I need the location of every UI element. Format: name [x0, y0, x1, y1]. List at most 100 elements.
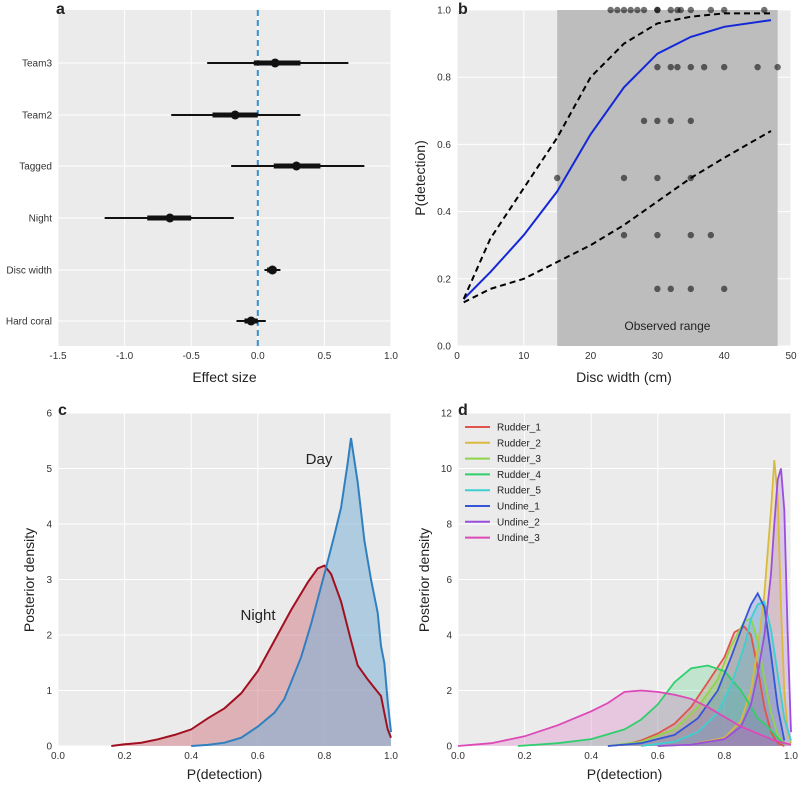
y-axis-label: Posterior density: [21, 528, 37, 632]
observation-point: [687, 6, 694, 14]
density-line: [607, 591, 786, 747]
mean-point: [230, 110, 240, 120]
density-line-day: [191, 437, 392, 747]
x-tick-label: 50: [785, 351, 797, 362]
y-tick-label: 1: [46, 686, 52, 697]
y-axis-label: P(detection): [412, 140, 428, 215]
x-tick-label: 20: [585, 351, 597, 362]
observation-point: [667, 6, 674, 14]
density-line: [657, 460, 792, 747]
density-fill: [607, 593, 785, 746]
panel-label: b: [458, 1, 468, 18]
panel-label: d: [458, 402, 468, 419]
plot-background: [58, 10, 391, 346]
y-tick-label: 0.0: [437, 342, 451, 353]
upper-curve: [462, 12, 771, 300]
observation-point: [687, 231, 694, 239]
observation-point: [640, 6, 648, 14]
observation-point: [687, 117, 694, 125]
x-axis-label: P(detection): [187, 766, 262, 782]
observation-point: [614, 6, 621, 14]
mean-point: [165, 213, 175, 223]
observation-point: [620, 6, 628, 14]
observation-point: [627, 6, 634, 14]
mean-point: [291, 161, 301, 171]
mean-point: [267, 265, 277, 275]
density-line: [607, 625, 785, 747]
observation-point: [640, 117, 648, 125]
observation-point: [754, 63, 761, 71]
density-fill-day: [191, 438, 391, 746]
x-tick-label: 1.0: [384, 351, 398, 362]
row-label: Disc width: [6, 266, 52, 277]
observation-point: [761, 6, 768, 14]
y-tick-label: 4: [46, 520, 52, 531]
mean-point: [246, 316, 256, 326]
panel-a-forest-plot: -1.5 -1.0 -0.5 0.0 0.5 1.0 Team3 Team2 Tagged Nig…: [6, 1, 399, 385]
x-axis-label: Effect size: [192, 369, 257, 385]
observation-point: [607, 6, 614, 14]
x-tick-label: 0.0: [251, 351, 265, 362]
observation-point: [667, 117, 674, 125]
y-axis-label: Posterior density: [416, 528, 432, 632]
panel-label: a: [56, 1, 65, 18]
x-tick-label: 0.4: [184, 751, 198, 762]
panel-d-individual-density: 0.0 0.2 0.4 0.6 0.8 1.0024681012Rudder_1Rudde…: [416, 402, 798, 782]
x-tick-label: 0.0: [451, 751, 465, 762]
panel-b-detection-curve: 0 10 20 30 40 50 0.0 0.2 0.4 0.6 0.8 1.0 Observed ra…: [412, 1, 797, 385]
observation-point: [654, 285, 661, 293]
row-label: Tagged: [19, 162, 52, 173]
density-fill: [607, 618, 785, 746]
density-line-night: [111, 564, 392, 747]
observation-point: [707, 6, 715, 14]
legend: Rudder_1 Rudder_2 Rudder_3 Rudder_4 Rudder_5…: [465, 423, 541, 544]
observation-point: [721, 285, 728, 293]
y-tick-label: 0.8: [437, 73, 451, 84]
observation-point: [687, 63, 694, 71]
mean-point: [270, 58, 280, 68]
x-tick-label: 1.0: [384, 751, 398, 762]
y-tick-label: 2: [46, 631, 52, 642]
legend-label: Rudder_5: [497, 486, 541, 497]
observation-point: [667, 63, 674, 71]
observation-point: [654, 231, 661, 239]
row-label: Night: [29, 214, 53, 225]
observed-range-band: [557, 10, 778, 346]
observation-point: [654, 174, 661, 182]
x-tick-label: 0.8: [717, 751, 731, 762]
y-tick-label: 0.6: [437, 140, 451, 151]
x-tick-label: -1.0: [116, 351, 134, 362]
density-line: [640, 600, 792, 747]
observation-point: [620, 231, 628, 239]
x-tick-label: 10: [518, 351, 530, 362]
y-tick-label: 0: [446, 742, 452, 753]
observation-point: [634, 6, 641, 14]
y-tick-label: 6: [446, 575, 452, 586]
night-annotation: Night: [240, 607, 276, 624]
legend-label: Rudder_3: [497, 454, 541, 465]
x-axis-label: P(detection): [587, 766, 662, 782]
observation-point: [677, 6, 684, 14]
observation-point: [654, 63, 661, 71]
observation-point: [721, 6, 728, 14]
y-tick-label: 8: [446, 520, 452, 531]
row-label: Team3: [22, 59, 52, 70]
row-label: Hard coral: [6, 317, 52, 328]
row-label: Team2: [22, 111, 52, 122]
x-tick-label: 0.2: [518, 751, 532, 762]
density-line: [457, 689, 792, 747]
x-tick-label: 0: [454, 351, 460, 362]
day-annotation: Day: [306, 451, 333, 468]
observation-point: [667, 285, 674, 293]
x-tick-label: 0.6: [251, 751, 265, 762]
x-tick-label: 40: [719, 351, 731, 362]
observed-range-label: Observed range: [624, 319, 710, 333]
observation-point: [620, 174, 628, 182]
x-tick-label: 0.2: [118, 751, 132, 762]
y-tick-label: 0: [46, 742, 52, 753]
x-tick-label: 0.5: [317, 351, 331, 362]
y-tick-label: 3: [46, 575, 52, 586]
observation-point: [554, 174, 561, 182]
x-tick-label: -1.5: [49, 351, 67, 362]
